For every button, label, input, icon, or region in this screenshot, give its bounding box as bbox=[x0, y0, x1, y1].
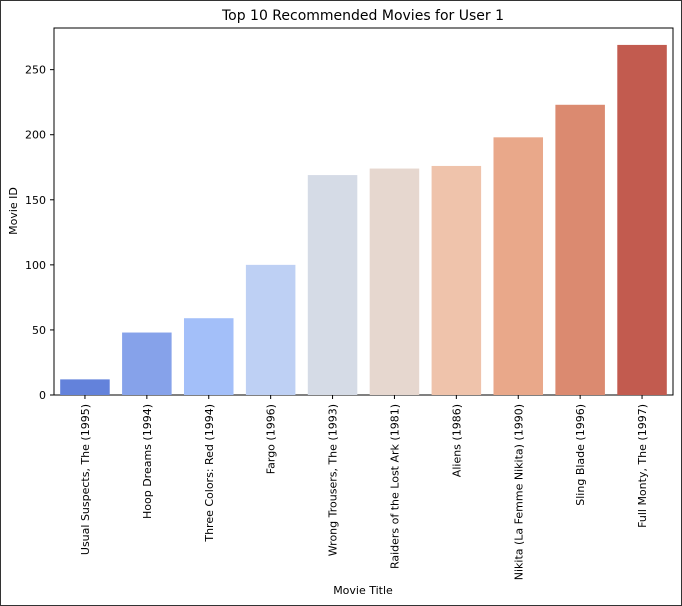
bar bbox=[617, 44, 667, 396]
chart-title: Top 10 Recommended Movies for User 1 bbox=[221, 8, 504, 24]
x-tick-label: Three Colors: Red (1994) bbox=[203, 404, 216, 543]
bar bbox=[307, 175, 358, 395]
x-tick-label: Wrong Trousers, The (1993) bbox=[327, 404, 340, 556]
y-tick-label: 0 bbox=[39, 389, 46, 402]
bar bbox=[60, 379, 110, 395]
y-axis: 0 50 100 150 200 250 bbox=[25, 64, 54, 402]
x-tick-label: Usual Suspects, The (1995) bbox=[79, 404, 92, 555]
x-tick-label: Sling Blade (1996) bbox=[574, 404, 587, 506]
bar bbox=[555, 104, 605, 395]
y-tick-label: 150 bbox=[25, 194, 46, 207]
y-tick-label: 50 bbox=[32, 324, 46, 337]
bar bbox=[183, 318, 234, 395]
x-axis: Usual Suspects, The (1995) Hoop Dreams (1… bbox=[79, 395, 649, 580]
x-tick-label: Full Monty, The (1997) bbox=[636, 404, 649, 528]
bar bbox=[431, 165, 482, 395]
y-tick-label: 250 bbox=[25, 64, 46, 77]
y-axis-label: Movie ID bbox=[7, 187, 20, 235]
y-tick-label: 100 bbox=[25, 259, 46, 272]
x-tick-label: Fargo (1996) bbox=[265, 404, 278, 474]
x-tick-label: Hoop Dreams (1994) bbox=[141, 404, 154, 519]
x-tick-label: Nikita (La Femme Nikita) (1990) bbox=[512, 404, 525, 580]
bars bbox=[60, 44, 667, 396]
y-tick-label: 200 bbox=[25, 129, 46, 142]
bar bbox=[369, 168, 420, 395]
bar bbox=[122, 332, 172, 395]
x-tick-label: Raiders of the Lost Ark (1981) bbox=[388, 404, 401, 569]
x-tick-label: Aliens (1986) bbox=[450, 404, 463, 477]
x-axis-label: Movie Title bbox=[333, 584, 393, 597]
bar bbox=[493, 137, 544, 395]
bar bbox=[245, 264, 296, 395]
